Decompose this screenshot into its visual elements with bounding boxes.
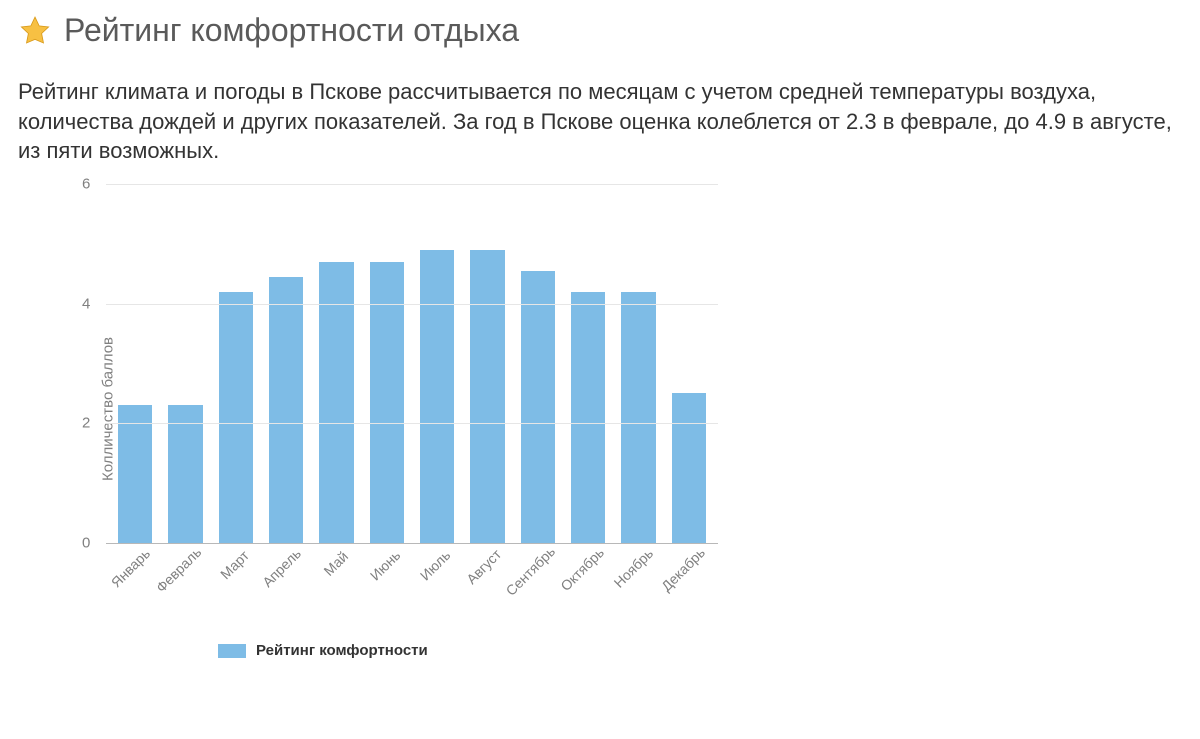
legend-swatch	[218, 644, 246, 658]
y-tick-label: 4	[82, 295, 90, 312]
section-header: Рейтинг комфортности отдыха	[18, 12, 1182, 49]
description-text: Рейтинг климата и погоды в Пскове рассчи…	[18, 77, 1178, 166]
bar	[420, 250, 454, 543]
y-tick-label: 0	[82, 535, 90, 552]
bar	[470, 250, 504, 543]
x-tick-label: Октябрь	[557, 544, 607, 594]
x-label-slot: Май	[311, 544, 361, 634]
x-tick-label: Июль	[417, 547, 454, 584]
bar	[168, 405, 202, 543]
bar-slot	[613, 184, 663, 543]
bar-slot	[513, 184, 563, 543]
x-label-slot: Апрель	[261, 544, 311, 634]
x-label-slot: Ноябрь	[613, 544, 663, 634]
bar	[118, 405, 152, 543]
plot-area: 0246	[106, 184, 718, 544]
x-label-slot: Декабрь	[664, 544, 714, 634]
y-tick-label: 2	[82, 415, 90, 432]
x-tick-label: Март	[217, 547, 252, 582]
x-tick-label: Апрель	[259, 545, 304, 590]
bar-slot	[311, 184, 361, 543]
x-label-slot: Январь	[110, 544, 160, 634]
y-tick-label: 6	[82, 176, 90, 193]
x-label-slot: Сентябрь	[513, 544, 563, 634]
x-label-slot: Март	[211, 544, 261, 634]
bar	[269, 277, 303, 543]
bar-slot	[261, 184, 311, 543]
bar-slot	[563, 184, 613, 543]
bar-slot	[664, 184, 714, 543]
x-tick-label: Декабрь	[658, 544, 708, 594]
bar	[672, 393, 706, 543]
gridline	[106, 184, 718, 185]
x-label-slot: Июнь	[362, 544, 412, 634]
bar-slot	[211, 184, 261, 543]
bars-container	[106, 184, 718, 543]
x-tick-label: Ноябрь	[611, 545, 657, 591]
x-tick-label: Август	[464, 546, 505, 587]
x-tick-label: Май	[321, 548, 352, 579]
bar	[219, 292, 253, 543]
bar-slot	[160, 184, 210, 543]
bar	[521, 271, 555, 543]
bar-slot	[362, 184, 412, 543]
bar	[621, 292, 655, 543]
star-icon	[18, 14, 52, 48]
chart-legend: Рейтинг комфортности	[218, 642, 1182, 659]
bar	[571, 292, 605, 543]
x-tick-label: Январь	[108, 545, 153, 590]
bar-slot	[462, 184, 512, 543]
x-tick-label: Февраль	[153, 544, 205, 596]
bar-slot	[110, 184, 160, 543]
comfort-rating-chart: Колличество баллов 0246 ЯнварьФевральМар…	[78, 184, 718, 634]
x-label-slot: Октябрь	[563, 544, 613, 634]
x-label-slot: Февраль	[160, 544, 210, 634]
bar-slot	[412, 184, 462, 543]
x-tick-label: Июнь	[367, 547, 403, 583]
gridline	[106, 304, 718, 305]
x-label-slot: Июль	[412, 544, 462, 634]
x-axis-labels: ЯнварьФевральМартАпрельМайИюньИюльАвгуст…	[106, 544, 718, 634]
legend-label: Рейтинг комфортности	[256, 642, 428, 659]
page-title: Рейтинг комфортности отдыха	[64, 12, 519, 49]
gridline	[106, 423, 718, 424]
